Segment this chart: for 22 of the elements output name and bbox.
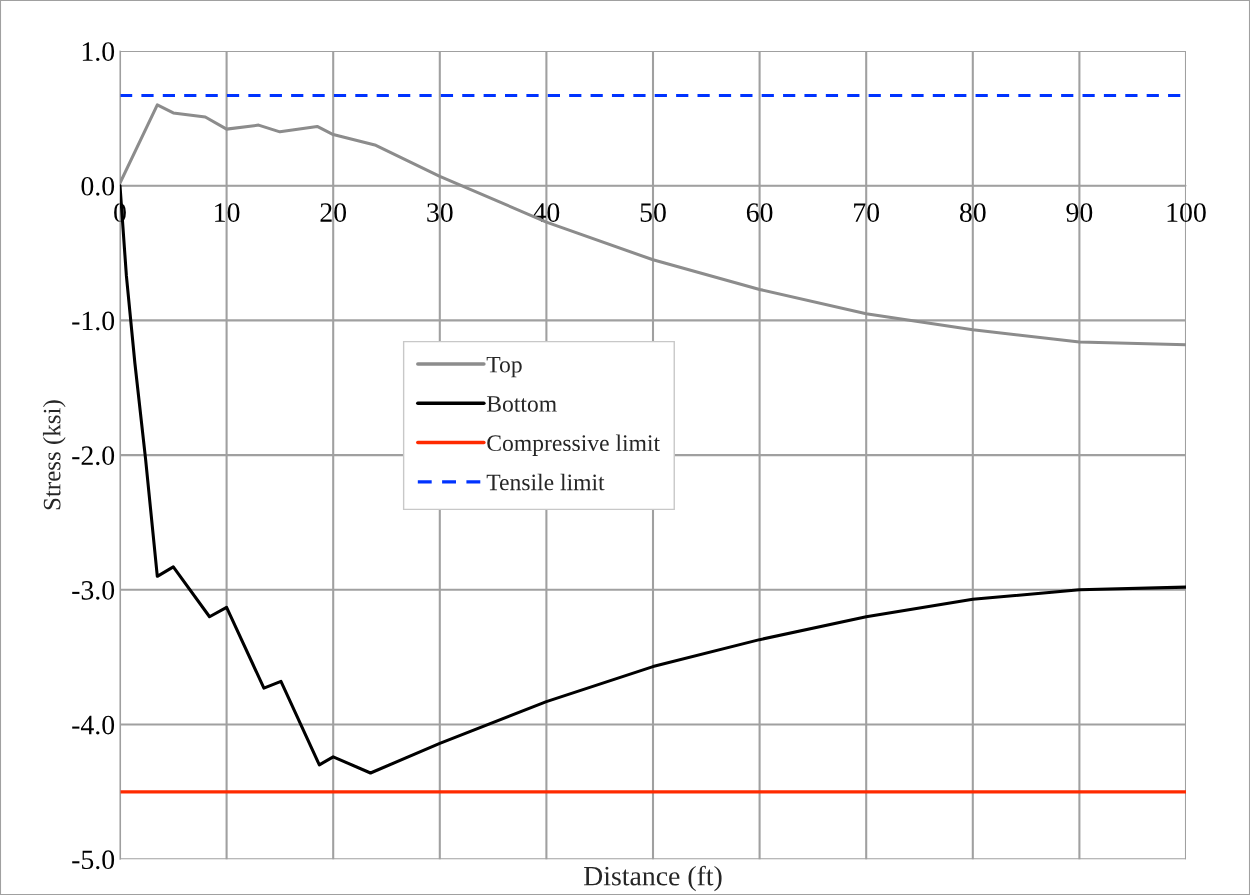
legend-label: Bottom: [486, 396, 557, 412]
legend-label: Tensile limit: [486, 473, 605, 491]
y-tick-label: -3.0: [72, 580, 115, 600]
x-tick-label: 30: [427, 203, 453, 222]
y-tick-label: -4.0: [72, 715, 115, 735]
legend-label: Top: [486, 356, 522, 378]
x-tick-label: 60: [746, 203, 773, 222]
x-tick-label: 90: [1066, 203, 1093, 222]
x-tick-label: 70: [854, 203, 880, 222]
y-tick-label: -1.0: [72, 311, 115, 331]
x-tick-label: 20: [320, 203, 347, 222]
x-axis-title: Distance (ft): [584, 865, 722, 892]
x-tick-label: 100: [1167, 203, 1206, 222]
legend-label: Compressive limit: [487, 434, 660, 456]
x-tick-label: 50: [640, 203, 666, 222]
y-tick-label: -2.0: [72, 446, 115, 466]
y-axis-title: Stress (ksi): [42, 400, 66, 510]
y-tick-label: 0.0: [81, 176, 115, 196]
y-tick-label: 1.0: [82, 42, 115, 62]
x-tick-label: 80: [959, 203, 986, 222]
y-tick-label: -5.0: [72, 850, 115, 870]
x-tick-label: 10: [215, 203, 240, 222]
